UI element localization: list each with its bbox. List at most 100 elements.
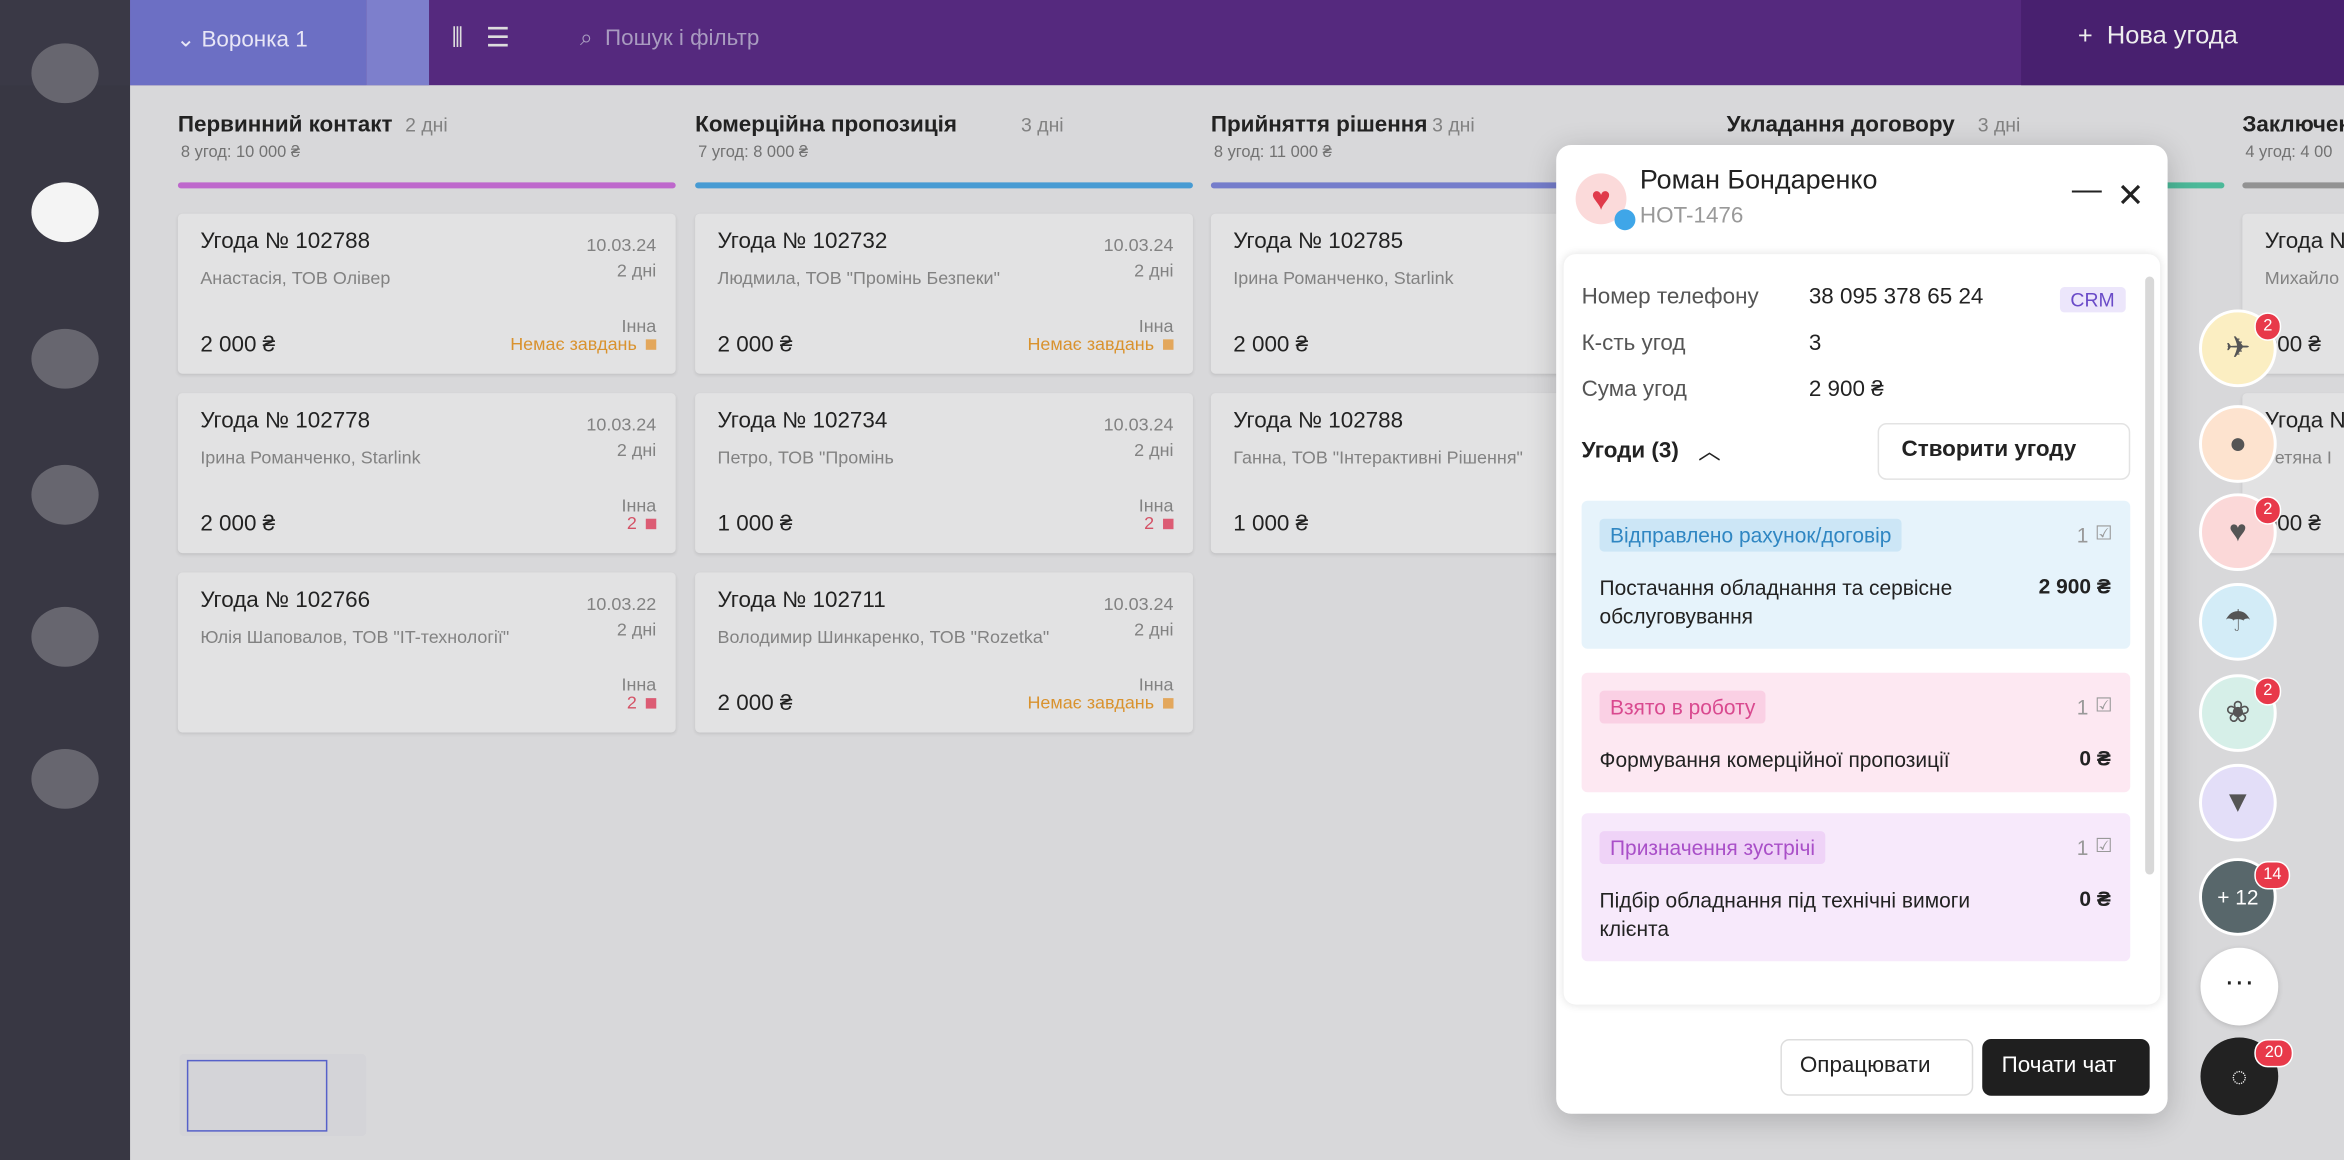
popup-body: Номер телефону 38 095 378 65 24 К-сть угод… [1563,254,2161,1005]
close-button[interactable]: ✕ [2116,176,2145,214]
column-title: Укладання договору [1726,112,1955,138]
nav-item[interactable] [31,606,99,667]
deal-title: Угода N [2264,408,2344,434]
deal-tasks: 2 [626,512,637,534]
deal-date: 10.03.24 [1103,593,1174,615]
deal-card[interactable]: Угода № 102732 10.03.24 2 дні Людмила, ТОВ … [695,213,1193,374]
deal-title: Угода № 102734 [717,408,888,434]
task-indicator [645,698,657,709]
minimap[interactable] [179,1053,367,1137]
deal-amount: 1 000 ₴ [717,511,793,537]
new-deal-button[interactable] [2021,0,2344,86]
deal-card[interactable]: Угода № 102788 10.03.24 2 дні Анастасія, ТО… [177,213,676,374]
deal-tasks: Немає завдань [1027,333,1155,355]
field-label: Сума угод [1581,376,1687,403]
deal-amount: 2 000 ₴ [200,511,276,537]
column-color-bar [695,182,1193,189]
nav-item[interactable] [31,43,99,104]
nav-item[interactable] [31,464,99,525]
field-label: Номер телефону [1581,284,1759,310]
deal-status: Відправлено рахунок/договір [1599,518,1902,552]
deals-header[interactable]: Угоди (3) [1581,438,1679,464]
deal-date: 10.03.22 [586,593,657,615]
task-indicator [1163,698,1174,709]
deal-client: Анастасія, ТОВ Олівер [200,267,391,289]
field-value: 2 900 ₴ [1808,376,1884,403]
minimize-button[interactable]: — [2071,173,2102,207]
chat-button[interactable] [1982,1038,2150,1096]
field-value: 3 [1808,330,1822,356]
unread-badge: 2 [2254,677,2282,706]
chat-avatar[interactable]: ▼ [2198,763,2277,842]
funnel-label: ⌄ Воронка 1 [176,26,308,53]
search[interactable]: ⌕ Пошук і фільтр [580,25,760,51]
deal-name: Формування комерційної пропозиції [1599,747,1950,772]
view-icons[interactable]: ⦀ ☰ [451,22,510,53]
funnel-select[interactable] [130,0,367,86]
deal-owner: Інна [621,315,657,337]
column-summary: 7 угод: 8 000 ₴ [698,143,809,162]
deal-client: Юлія Шаповалов, ТОВ "IT-технології" [200,626,510,648]
deal-title: Угода N [2264,228,2344,255]
process-button[interactable] [1780,1038,1974,1096]
nav-item[interactable] [31,328,99,389]
deal-card[interactable]: Угода № 102778 10.03.24 2 дні Ірина Романче… [177,393,676,554]
deal-client: Тетяна І [2264,446,2332,468]
deal-title: Угода № 102711 [717,587,886,613]
crm-badge: CRM [2059,287,2126,313]
column-duration: 3 дні [1432,113,1475,137]
column-title: Прийняття рішення [1210,112,1428,138]
deal-item[interactable]: Взято в роботу 1 ☑ Формування комерційної п… [1581,672,2131,793]
nav-item[interactable] [31,182,99,243]
deal-title: Угода № 102778 [200,408,371,434]
column-duration: 2 дні [405,113,448,137]
column-color-bar [2242,182,2344,189]
column-summary: 8 угод: 10 000 ₴ [180,143,300,162]
unread-badge: 2 [2254,312,2282,341]
unread-badge: 14 [2254,861,2291,890]
task-icon: ☑ [2094,521,2113,545]
chat-avatar[interactable]: ✈ [2198,309,2277,388]
task-indicator [645,339,657,350]
deal-sum: 2 900 ₴ [2038,574,2111,598]
new-deal-text: Нова угода [2106,20,2238,50]
deal-card[interactable]: Угода № 102711 10.03.24 2 дні Володимир Шин… [695,572,1193,733]
chat-avatar[interactable]: ☂ [2198,583,2277,661]
deal-tasks: Немає завдань [1027,692,1155,714]
deal-item[interactable]: Відправлено рахунок/договір 1 ☑ Постачання … [1581,500,2131,649]
topbar [130,0,2344,86]
deal-client: Ганна, ТОВ "Інтерактивні Рішення" [1233,446,1523,468]
more-button[interactable]: ··· [2200,947,2279,1026]
deal-client: Петро, ТОВ "Промінь [717,446,894,468]
nav-item[interactable] [31,748,99,809]
deal-card[interactable]: Угода № 102734 10.03.24 2 дні Петро, ТОВ "П… [695,393,1193,554]
deal-age: 2 дні [1134,618,1174,640]
column-duration: 3 дні [1021,113,1064,137]
deal-client: Михайло [2264,267,2340,289]
search-placeholder: Пошук і фільтр [605,25,760,51]
deal-age: 2 дні [616,439,657,461]
create-deal-button[interactable] [1877,423,2131,480]
chat-badge: 20 [2254,1038,2294,1068]
task-indicator [1163,339,1174,350]
minimap-view [186,1059,328,1132]
deal-status: Взято в роботу [1599,690,1766,724]
deal-title: Угода № 102785 [1233,228,1404,255]
deal-owner: Інна [621,494,657,516]
task-icon: ☑ [2094,693,2113,717]
collapse-icon: ︿ [1698,439,1721,465]
deal-date: 10.03.24 [1103,414,1174,436]
deal-card[interactable]: Угода № 102766 10.03.22 2 дні Юлія Шаповало… [177,572,676,733]
field-label: К-сть угод [1581,330,1686,356]
funnel-name: Воронка 1 [201,26,308,53]
deal-client: Людмила, ТОВ "Промінь Безпеки" [717,267,1000,289]
deal-amount: 2 000 ₴ [200,331,276,358]
new-deal-label: + Нова угода [2077,20,2238,50]
deal-card[interactable]: Угода N Михайло 000 ₴ [2242,213,2344,374]
deal-owner: Інна [1138,315,1174,337]
funnel-settings[interactable] [366,0,430,86]
deal-item[interactable]: Призначення зустрічі 1 ☑ Підбір обладнання … [1581,813,2131,962]
chat-avatar[interactable]: ● [2198,405,2277,483]
scrollbar [2145,276,2155,875]
